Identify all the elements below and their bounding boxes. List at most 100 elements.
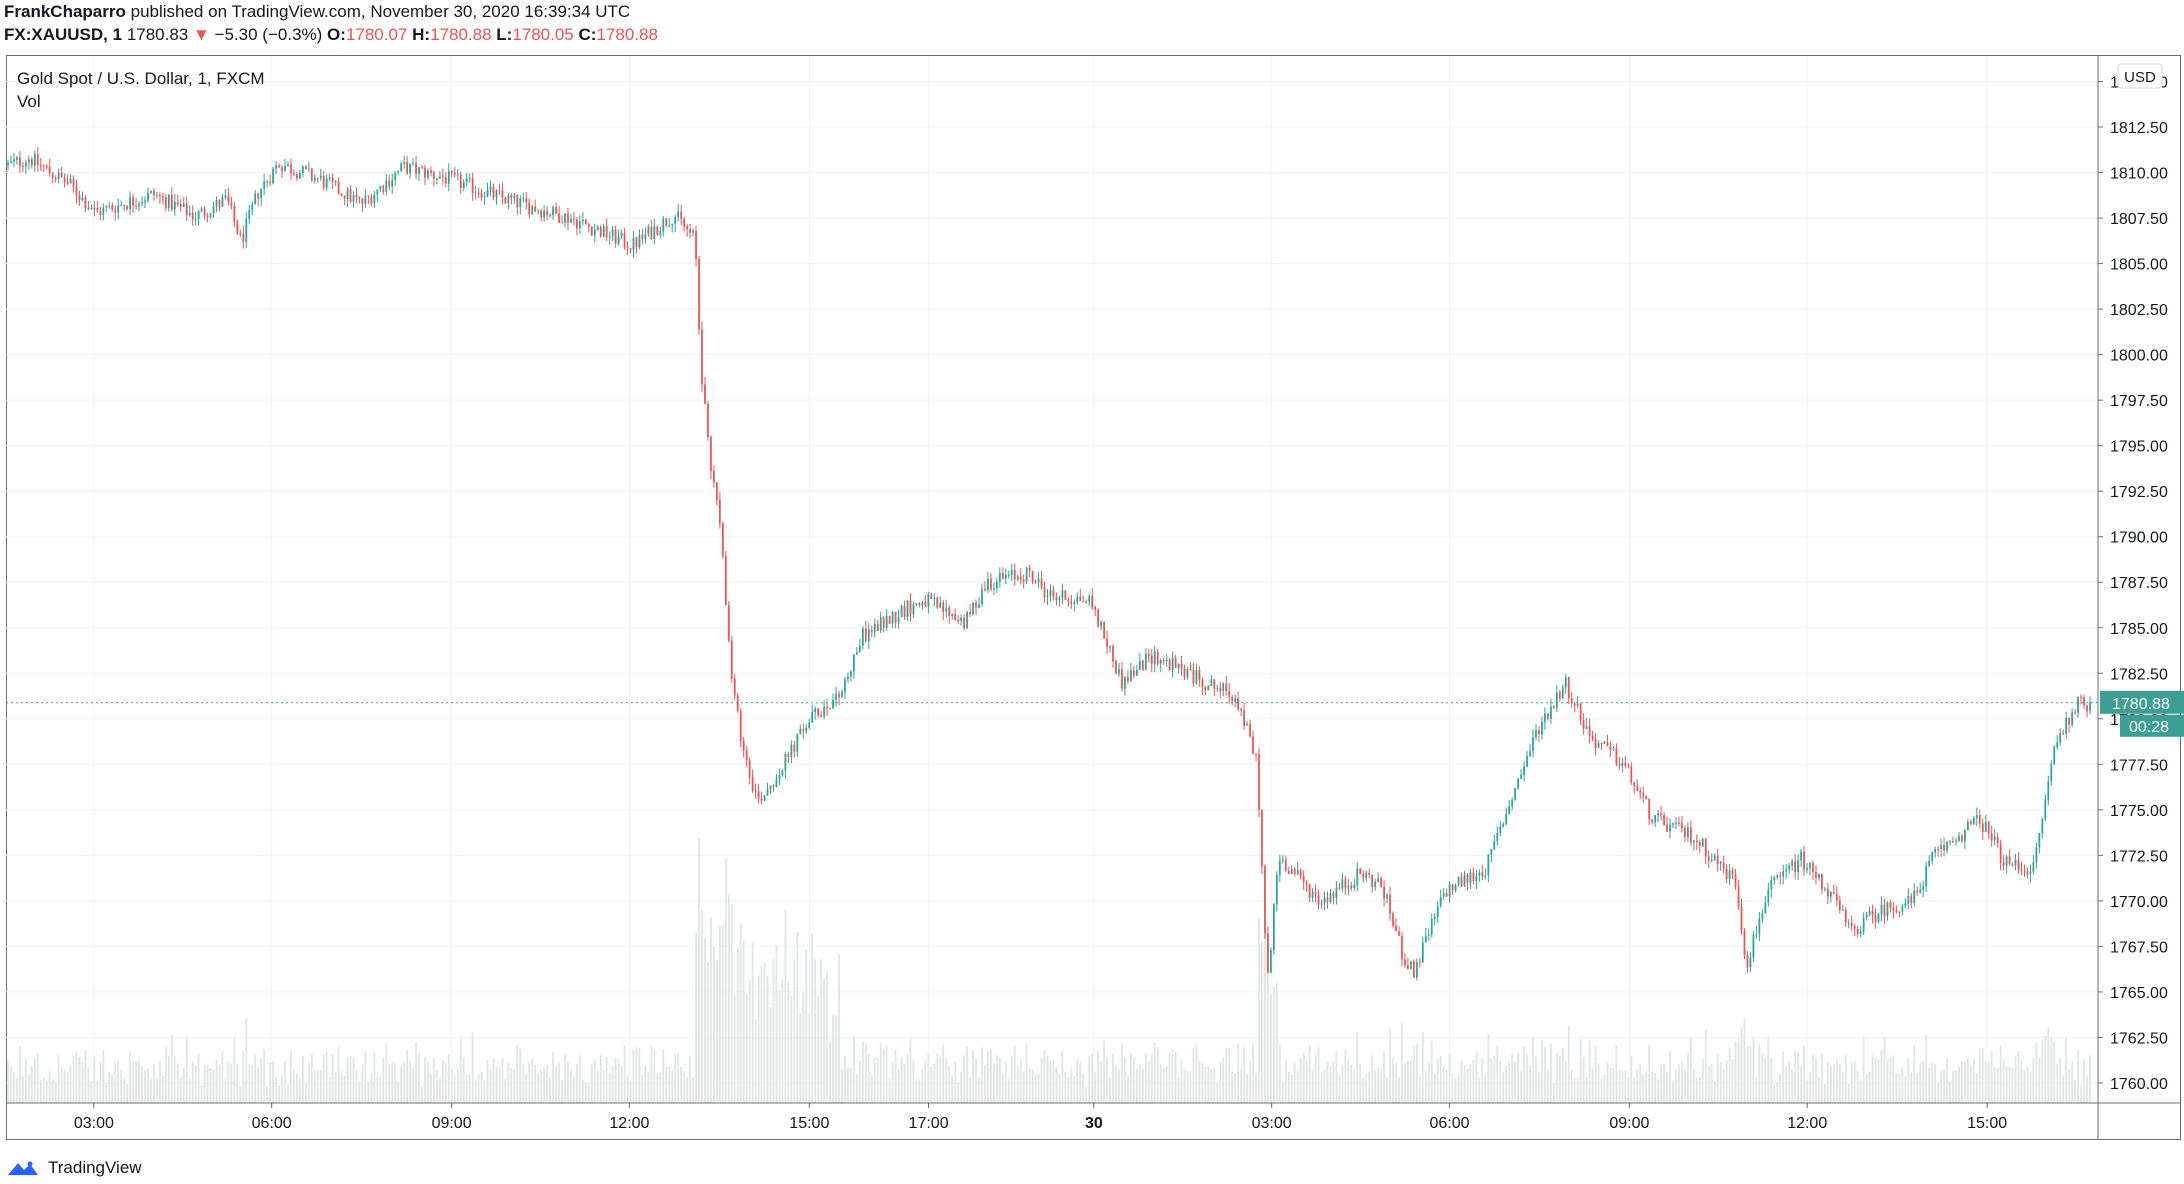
volume-bar [850, 1067, 852, 1103]
candle-body [2086, 705, 2088, 712]
volume-bar [522, 1064, 525, 1103]
volume-bar [1436, 1058, 1439, 1103]
volume-bar [1892, 1055, 1895, 1103]
candle-body [1862, 917, 1865, 932]
candle-body [24, 162, 27, 167]
volume-legend[interactable]: Vol [17, 92, 41, 111]
volume-bar [319, 1069, 322, 1103]
candle-body [1249, 724, 1251, 737]
volume-bar [215, 1059, 218, 1103]
volume-bar [1058, 1073, 1061, 1103]
candle-body [608, 236, 611, 238]
volume-bar [730, 904, 733, 1103]
volume-bar [1582, 1056, 1585, 1103]
candle-body [218, 200, 221, 207]
candle-body [1374, 881, 1377, 887]
volume-bar [641, 1074, 644, 1103]
volume-bar [450, 1068, 453, 1103]
candle-body [1600, 742, 1603, 744]
candle-body [1791, 861, 1794, 866]
candle-body [987, 578, 989, 591]
x-tick-label: 15:00 [789, 1115, 829, 1132]
volume-bar [361, 1064, 364, 1103]
volume-bar [1448, 1054, 1451, 1103]
candle-body [653, 226, 656, 239]
volume-bar [1505, 1065, 1508, 1103]
candle-body [221, 197, 224, 207]
footer-brand[interactable]: TradingView [6, 1155, 142, 1181]
volume-bar [2026, 1066, 2029, 1103]
candle-body [1782, 871, 1785, 877]
author-name[interactable]: FrankChaparro [4, 2, 126, 21]
candle-body [1338, 887, 1341, 889]
candle-body [87, 208, 90, 210]
volume-bar [418, 1052, 420, 1103]
candle-body [853, 654, 855, 672]
chart-frame[interactable] [6, 55, 2181, 1140]
candle-body [552, 206, 554, 216]
candle-body [334, 180, 337, 182]
candle-body [1946, 842, 1948, 851]
candle-body [1341, 879, 1344, 889]
candle-body [474, 192, 477, 194]
candle-body [245, 218, 248, 242]
volume-bar [677, 1051, 680, 1103]
candle-body [1964, 830, 1966, 841]
volume-bar [1037, 1073, 1040, 1103]
candle-body [2002, 862, 2005, 866]
volume-bar [1383, 1051, 1385, 1103]
volume-bar [1329, 1066, 1332, 1103]
volume-bar [987, 1051, 989, 1103]
candle-body [754, 790, 757, 792]
volume-bar [191, 1062, 194, 1103]
candle-body [516, 194, 519, 208]
candle-body [1067, 599, 1070, 602]
candle-body [2083, 696, 2085, 706]
candle-body [1055, 597, 1058, 600]
series-title[interactable]: Gold Spot / U.S. Dollar, 1, FXCM [17, 69, 265, 88]
candle-body [504, 197, 507, 204]
candle-body [1508, 806, 1511, 814]
candle-body [1383, 886, 1385, 899]
candle-body [400, 163, 403, 171]
candle-body [212, 206, 215, 214]
candle-body [1639, 790, 1642, 793]
volume-bar [2038, 1057, 2041, 1103]
volume-bar [1341, 1064, 1344, 1103]
candle-body [1198, 670, 1201, 680]
candle-body [1430, 919, 1433, 935]
candle-body [433, 172, 435, 179]
candle-body [990, 578, 992, 590]
volume-bar [1874, 1057, 1877, 1103]
volume-bar [1097, 1050, 1100, 1103]
volume-bar [793, 959, 796, 1103]
candle-body [63, 177, 66, 183]
candle-body [1701, 838, 1704, 847]
candle-body [69, 178, 72, 184]
volume-bar [721, 925, 724, 1103]
candle-body [468, 178, 471, 180]
candle-body [123, 204, 126, 207]
volume-bar [853, 1036, 855, 1103]
candle-body [287, 164, 289, 167]
volume-bar [1639, 1064, 1642, 1103]
candle-body [337, 180, 340, 194]
volume-bar [200, 1084, 203, 1103]
volume-bar [2014, 1055, 2017, 1103]
candle-body [1835, 893, 1838, 901]
volume-bar [462, 1057, 465, 1103]
volume-bar [1603, 1074, 1606, 1103]
candle-body [1633, 782, 1636, 787]
candle-body [1919, 889, 1922, 893]
volume-bar [1019, 1059, 1022, 1103]
x-tick-label: 06:00 [1429, 1115, 1469, 1132]
candle-body [1898, 911, 1901, 913]
volume-bar [1103, 1040, 1105, 1103]
volume-bar [111, 1074, 114, 1103]
candle-body [147, 192, 149, 201]
candle-body [1037, 578, 1040, 582]
volume-bar [1371, 1054, 1374, 1103]
candle-body [1150, 655, 1153, 665]
volume-bar [1302, 1052, 1305, 1103]
